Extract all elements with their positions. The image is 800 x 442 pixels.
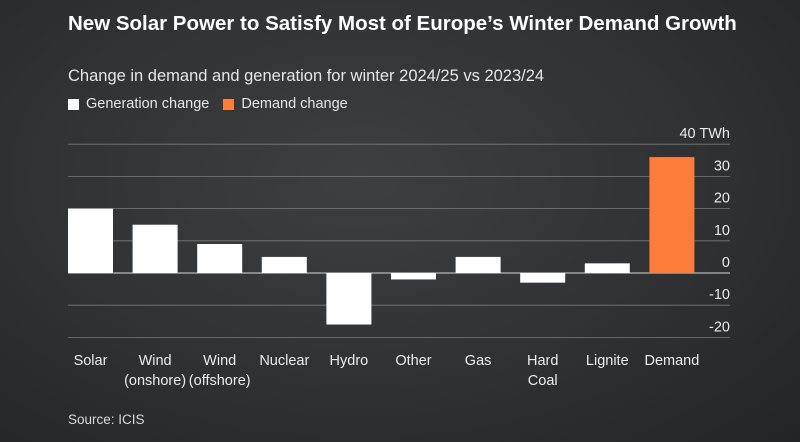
y-tick-label-10: 10 xyxy=(714,223,730,239)
x-tick-label-other: Other xyxy=(395,353,431,369)
x-tick-label-wind-onshore: Wind (onshore) xyxy=(124,353,186,389)
x-tick-label-hard-coal: Hard Coal xyxy=(527,353,558,389)
bar-wind-onshore xyxy=(132,224,178,273)
x-tick-label-lignite: Lignite xyxy=(586,353,629,369)
legend-swatch-demand xyxy=(223,98,235,110)
y-tick-label-30: 30 xyxy=(714,158,730,174)
x-tick-label-wind-offshore: Wind (offshore) xyxy=(189,353,251,389)
x-tick-label-hydro: Hydro xyxy=(330,353,369,369)
bar-wind-offshore xyxy=(197,244,243,273)
legend-swatch-generation xyxy=(68,98,79,110)
y-tick-label-40: 40 TWh xyxy=(679,126,730,142)
bar-demand xyxy=(649,157,695,273)
source-note: Source: ICIS xyxy=(68,412,145,427)
legend: Generation change Demand change xyxy=(68,96,362,112)
bar-lignite xyxy=(584,263,630,273)
chart-subtitle: Change in demand and generation for wint… xyxy=(68,67,545,85)
y-tick-label-minus-20: -20 xyxy=(709,319,730,335)
legend-label-generation: Generation change xyxy=(86,96,210,112)
bar-other xyxy=(391,273,436,280)
bar-gas xyxy=(455,256,501,273)
legend-label-demand: Demand change xyxy=(241,96,348,112)
chart-title: New Solar Power to Satisfy Most of Europ… xyxy=(68,12,737,35)
x-tick-label-nuclear: Nuclear xyxy=(259,353,309,369)
legend-item-demand: Demand change xyxy=(223,96,348,112)
y-tick-label-minus-10: -10 xyxy=(709,287,730,303)
y-tick-label-20: 20 xyxy=(714,191,730,207)
bar-solar xyxy=(68,208,113,273)
legend-item-generation: Generation change xyxy=(68,96,209,112)
bar-hard-coal xyxy=(520,273,566,283)
x-tick-label-gas: Gas xyxy=(465,353,492,369)
x-tick-label-demand: Demand xyxy=(644,353,699,369)
bar-hydro xyxy=(326,273,372,325)
x-tick-label-solar: Solar xyxy=(74,353,108,369)
y-tick-label-0: 0 xyxy=(722,255,730,271)
bar-nuclear xyxy=(261,256,307,273)
